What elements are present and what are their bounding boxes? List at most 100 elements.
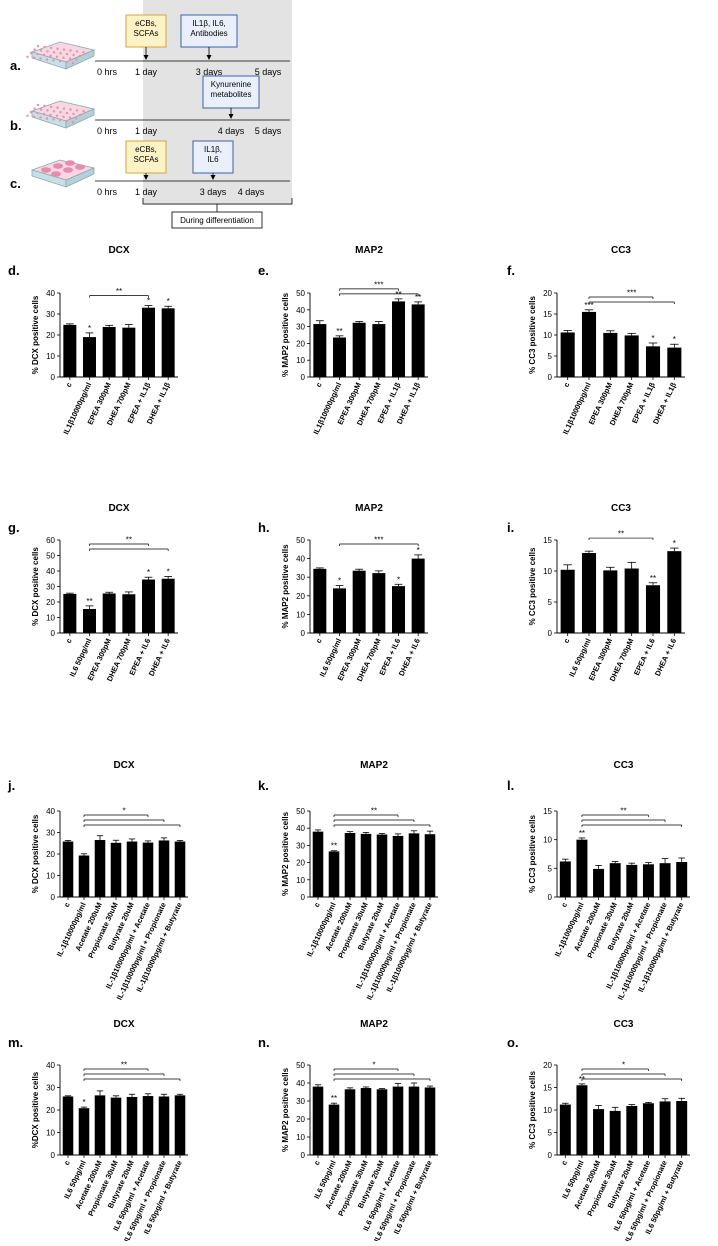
bar xyxy=(376,834,388,897)
bar xyxy=(94,1095,106,1155)
treatment-callout: eCBs,SCFAs xyxy=(125,14,167,60)
callout-text: eCBs, xyxy=(135,145,157,154)
y-tick-label: 20 xyxy=(46,331,55,340)
bar xyxy=(372,324,386,377)
plate-well xyxy=(75,50,79,53)
y-tick-label: 0 xyxy=(301,373,306,382)
y-tick-label: 20 xyxy=(46,598,55,607)
y-tick-label: 10 xyxy=(543,331,552,340)
callout-arrow-head xyxy=(210,175,216,180)
callout-text: Kynurenine xyxy=(211,80,252,89)
chart-panel: f. CC3 0 5 10 15 20 % CC3 positive cells c *** IL1… xyxy=(507,245,685,436)
y-tick-label: 5 xyxy=(548,598,553,607)
plate-well xyxy=(32,115,36,118)
y-axis-label: % MAP2 positive cells xyxy=(281,292,290,377)
chart-panel: k. MAP2 0 10 20 30 40 50 % MAP2 positive cells c *… xyxy=(258,760,438,1001)
bar xyxy=(158,840,170,897)
timeline-tick-label: 0 hrs xyxy=(97,126,118,136)
panel-letter: c. xyxy=(10,176,21,191)
plate-well xyxy=(26,114,29,118)
x-tick-label: IL1β10000pg/ml xyxy=(311,381,343,436)
y-tick-label: 10 xyxy=(296,356,305,365)
plate-well xyxy=(69,108,72,111)
y-axis-label: % MAP2 positive cells xyxy=(281,544,290,629)
x-tick-label: c xyxy=(62,901,72,909)
plate-well xyxy=(65,61,68,64)
bar xyxy=(110,842,122,897)
plate-well xyxy=(52,51,56,54)
bar xyxy=(126,841,138,897)
plate-well xyxy=(52,110,56,113)
bar xyxy=(626,864,638,897)
bar xyxy=(344,833,356,897)
x-tick-label: c xyxy=(314,637,324,645)
plate-well xyxy=(65,160,75,166)
comparison-label: *** xyxy=(374,536,383,545)
significance-mark: * xyxy=(338,577,341,586)
callout-arrow-head xyxy=(143,55,149,60)
y-tick-label: 0 xyxy=(548,629,553,638)
bar xyxy=(659,863,671,897)
panel-letter: n. xyxy=(258,1035,270,1050)
y-tick-label: 50 xyxy=(296,1061,305,1070)
panel-letter: o. xyxy=(507,1035,519,1050)
bar xyxy=(122,594,136,633)
bar xyxy=(667,347,682,377)
significance-mark: * xyxy=(673,539,676,548)
x-tick-label: c xyxy=(62,1159,72,1167)
x-tick-label: c xyxy=(562,637,572,645)
plate-well xyxy=(52,59,55,62)
panel-letter: d. xyxy=(8,263,20,278)
period-label-box xyxy=(171,211,263,229)
bar xyxy=(83,337,96,377)
y-tick-label: 60 xyxy=(46,536,55,545)
plate-well xyxy=(63,167,73,173)
timeline-row: a. 0 hrs 1 day 3 days 5 days eCBs,SCFAs IL1β, … xyxy=(10,14,290,77)
bar xyxy=(333,337,346,377)
y-tick-label: 15 xyxy=(543,310,552,319)
timeline-row: c. 0 hrs 1 day 3 days 4 days eCBs,SCFAs IL1β,I… xyxy=(10,140,290,197)
callout-text: Antibodies xyxy=(190,29,227,38)
six-well-plate-icon xyxy=(30,159,96,188)
y-tick-label: 0 xyxy=(51,373,56,382)
timeline-tick-label: 0 hrs xyxy=(97,187,118,197)
plate-well xyxy=(39,57,42,60)
period-bracket xyxy=(142,198,293,205)
bar xyxy=(110,1097,122,1155)
treatment-callout: IL1β,IL6 xyxy=(192,140,234,180)
plate-well xyxy=(43,104,46,108)
x-tick-label: c xyxy=(64,637,74,645)
bar xyxy=(642,864,654,897)
plate-well xyxy=(42,53,46,57)
significance-mark: ** xyxy=(650,574,656,583)
plate-well xyxy=(46,109,49,112)
bar xyxy=(392,301,405,377)
y-tick-label: 30 xyxy=(296,1097,305,1106)
y-tick-label: 10 xyxy=(46,614,55,623)
chart-panel: g. DCX 0 10 20 30 40 50 60 % DCX positive cells c *… xyxy=(8,503,178,683)
timeline-tick-label: 0 hrs xyxy=(97,67,118,77)
bar xyxy=(174,1095,186,1155)
timeline-tick-label: 1 day xyxy=(135,126,158,136)
y-tick-label: 15 xyxy=(543,536,552,545)
y-axis-label: % CC3 positive cells xyxy=(528,815,537,893)
y-axis-label: % CC3 positive cells xyxy=(528,547,537,625)
y-tick-label: 10 xyxy=(543,836,552,845)
x-tick-label: EPEA + IL6 xyxy=(632,637,657,677)
schematic: a. 0 hrs 1 day 3 days 5 dayseCBs,SCFAsIL1β, … xyxy=(10,0,293,229)
y-tick-label: 30 xyxy=(46,1084,55,1093)
plate-well xyxy=(62,107,66,110)
comparison-label: ** xyxy=(126,536,132,545)
chart-panel: n. MAP2 0 10 20 30 40 50 % MAP2 positive cells c *… xyxy=(258,1019,438,1243)
comparison-label: ** xyxy=(618,530,624,539)
plate-well xyxy=(45,58,49,61)
y-tick-label: 30 xyxy=(296,573,305,582)
y-tick-label: 50 xyxy=(296,289,305,298)
bar xyxy=(62,841,74,897)
y-tick-label: 0 xyxy=(548,373,553,382)
bar xyxy=(102,593,116,633)
plate-well xyxy=(26,55,29,58)
